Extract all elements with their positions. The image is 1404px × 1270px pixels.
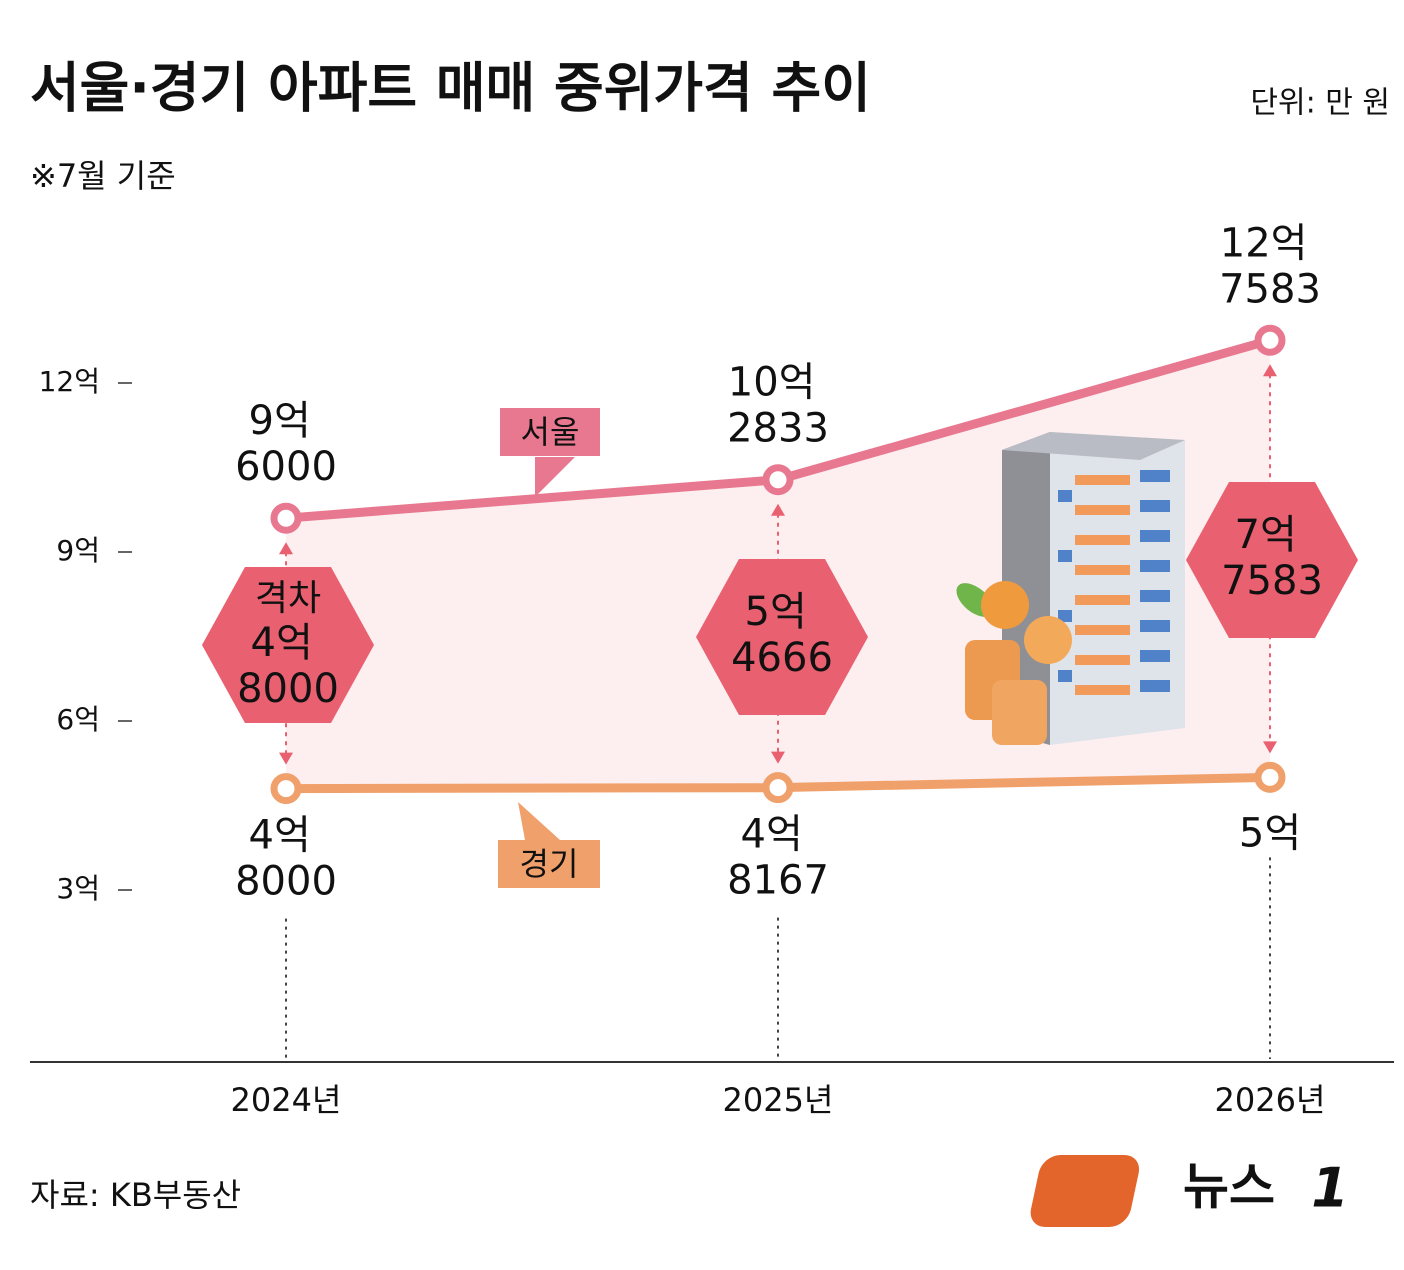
point [1254, 324, 1286, 356]
arrow-head [279, 752, 293, 765]
legend-label: 서울 [521, 413, 580, 451]
logo-badge-box [1030, 1155, 1140, 1227]
point [1254, 761, 1286, 793]
subtitle: ※7월 기준 [30, 157, 176, 195]
arrow-head [1263, 741, 1277, 754]
legend-tail [518, 802, 560, 840]
gap-label: 5억 4666 [731, 589, 833, 681]
value-label: 10억 2833 [727, 360, 829, 452]
legend-label: 경기 [520, 845, 579, 883]
legend-tail [535, 457, 575, 497]
unit-note: 단위: 만 원 [1250, 86, 1390, 121]
x-tick-label: 2025년 [723, 1081, 834, 1119]
logo-text: 뉴스 [1183, 1158, 1275, 1216]
x-tick-label: 2026년 [1215, 1081, 1326, 1119]
legend-box [498, 840, 600, 888]
logo-badge: 1 [1311, 1157, 1349, 1220]
arrow-head [279, 542, 293, 555]
gap-badge [696, 559, 868, 715]
gap-badge [1186, 482, 1358, 638]
gap-label: 7억 7583 [1221, 512, 1323, 604]
value-label: 9억 6000 [235, 398, 337, 490]
gap-label: 4억 8000 [237, 620, 339, 712]
source: 자료: KB부동산 [30, 1176, 241, 1214]
value-label: 4억 8167 [727, 812, 829, 904]
point [762, 772, 794, 804]
point [270, 773, 302, 805]
value-label: 12억 7583 [1219, 220, 1321, 312]
point [270, 502, 302, 534]
y-tick-label: 6억 [56, 703, 100, 736]
y-tick-label: 9억 [56, 534, 100, 567]
arrow-head [1263, 364, 1277, 377]
point [762, 464, 794, 496]
gap-badge [202, 567, 374, 723]
logo: 뉴스 1 [1030, 1155, 1349, 1227]
y-tick-label: 3억 [56, 872, 100, 905]
chart-title: 서울·경기 아파트 매매 중위가격 추이 [30, 57, 871, 120]
arrow-head [771, 503, 785, 516]
gap-title: 격차 [255, 578, 321, 619]
y-tick-label: 12억 [39, 365, 100, 398]
value-label: 5억 [1239, 810, 1301, 856]
value-label: 4억 8000 [235, 813, 337, 905]
building-illustration [956, 432, 1185, 745]
legend-box [500, 408, 600, 456]
arrow-head [771, 751, 785, 764]
x-tick-label: 2024년 [231, 1081, 342, 1119]
